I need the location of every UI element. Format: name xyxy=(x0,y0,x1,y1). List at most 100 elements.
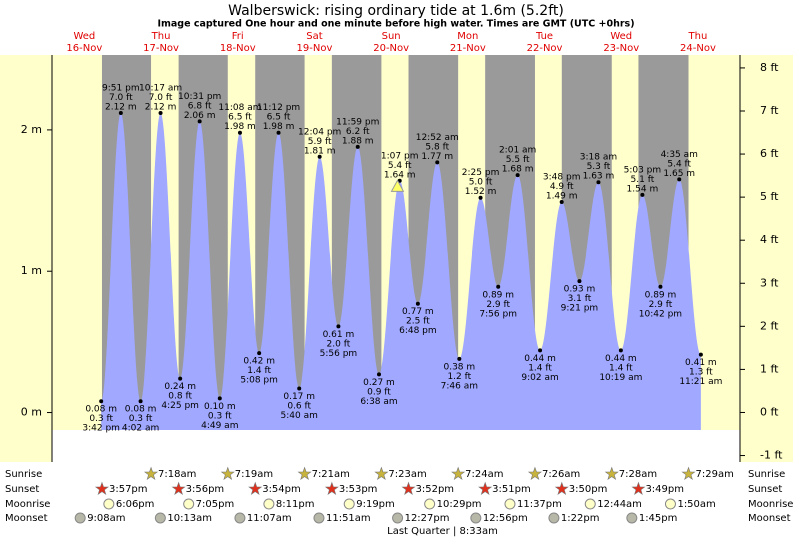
sun-icon xyxy=(478,481,493,495)
tide-point xyxy=(276,130,281,135)
y2-tick-label: 6 ft xyxy=(760,147,779,160)
tide-label: 0.08 m xyxy=(125,405,157,415)
tide-label: 4:02 am xyxy=(122,424,159,434)
tide-label: 5:03 pm xyxy=(624,165,662,175)
moon-icon xyxy=(74,512,86,524)
moonrise-time: 11:37pm xyxy=(517,499,562,510)
tide-label: 5.3 ft xyxy=(587,162,611,172)
day-name: Fri xyxy=(232,31,244,42)
day-name: Mon xyxy=(457,31,478,42)
tide-label: 5.5 ft xyxy=(506,155,530,165)
tide-point xyxy=(577,279,582,284)
y2-tick-label: 3 ft xyxy=(760,276,779,289)
tide-label: 6.8 ft xyxy=(188,101,212,111)
right-margin xyxy=(740,55,793,462)
tide-label: 7:46 am xyxy=(441,381,478,391)
day-date: 24-Nov xyxy=(680,43,716,54)
tide-label: 10:31 pm xyxy=(178,92,221,102)
tide-label: 1.49 m xyxy=(546,191,578,201)
tide-label: 4.9 ft xyxy=(550,182,574,192)
tide-label: 5.4 ft xyxy=(388,161,412,171)
tide-label: 2.12 m xyxy=(145,102,177,112)
tide-point xyxy=(559,199,564,204)
sun-icon xyxy=(248,481,263,495)
sun-icon xyxy=(451,466,466,480)
day-date: 16-Nov xyxy=(66,43,102,54)
tide-label: 1.98 m xyxy=(263,122,295,132)
tide-label: 0.42 m xyxy=(243,357,275,367)
tide-point xyxy=(515,173,520,178)
tide-label: 0.08 m xyxy=(85,405,117,415)
moonset-time: 12:27pm xyxy=(405,513,450,524)
tide-point xyxy=(538,348,543,353)
sun-icon xyxy=(401,481,416,495)
moon-icon xyxy=(103,498,115,510)
tide-label: 12:04 pm xyxy=(298,127,341,137)
sunset-time: 3:49pm xyxy=(645,484,684,495)
sunrise-time: 7:21am xyxy=(312,469,350,480)
tide-label: 2.12 m xyxy=(105,102,137,112)
tide-label: 6.5 ft xyxy=(267,113,291,123)
moon-icon xyxy=(154,512,166,524)
tide-label: 0.3 ft xyxy=(208,411,232,421)
sun-icon xyxy=(374,466,389,480)
tide-point xyxy=(336,324,341,329)
sun-icon xyxy=(527,466,543,480)
tide-label: 12:52 am xyxy=(416,133,459,143)
tide-label: 9:21 pm xyxy=(561,304,599,314)
y2-tick-label: 2 ft xyxy=(760,319,779,332)
tide-point xyxy=(640,192,645,197)
tide-label: 0.38 m xyxy=(443,362,475,372)
moonrise-time: 9:19pm xyxy=(356,499,395,510)
y-tick-label: 2 m xyxy=(21,123,42,136)
tide-label: 4:25 pm xyxy=(161,401,199,411)
tide-label: 10:17 am xyxy=(139,83,182,93)
tide-label: 0.24 m xyxy=(164,382,196,392)
moonset-time: 11:51am xyxy=(326,513,371,524)
tide-point xyxy=(99,399,104,404)
sunrise-time: 7:23am xyxy=(388,469,426,480)
sunset-time: 3:50pm xyxy=(569,484,608,495)
moon-icon xyxy=(313,512,325,524)
tide-label: 0.8 ft xyxy=(168,392,192,402)
tide-label: 0.10 m xyxy=(204,402,236,412)
sun-icon xyxy=(324,481,339,495)
tide-label: 1.54 m xyxy=(627,184,659,194)
sun-icon xyxy=(681,466,696,480)
moon-icon xyxy=(263,498,275,510)
row-label: Moonrise xyxy=(748,499,793,510)
day-name: Wed xyxy=(73,31,95,42)
tide-label: 1.88 m xyxy=(342,136,374,146)
tide-label: 1.81 m xyxy=(304,146,336,156)
moon-icon xyxy=(234,512,246,524)
sun-icon xyxy=(297,466,312,480)
sunrise-time: 7:29am xyxy=(696,469,734,480)
sunrise-time: 7:26am xyxy=(542,469,580,480)
moonset-time: 1:22pm xyxy=(561,513,600,524)
tide-label: 2.06 m xyxy=(184,111,216,121)
current-marker xyxy=(390,179,405,192)
tide-point xyxy=(457,356,462,361)
sunrise-time: 7:24am xyxy=(465,469,503,480)
moon-icon xyxy=(548,512,560,524)
row-label: Sunset xyxy=(5,484,39,495)
tide-label: 7.0 ft xyxy=(149,93,173,103)
tide-label: 1.65 m xyxy=(663,169,695,179)
moonset-time: 11:07am xyxy=(247,513,292,524)
tide-label: 1.4 ft xyxy=(609,363,633,373)
tide-label: 5.0 ft xyxy=(469,178,493,188)
tide-label: 1.2 ft xyxy=(447,372,471,382)
tide-label: 1:07 pm xyxy=(381,151,419,161)
tide-label: 1.63 m xyxy=(583,172,615,182)
moonrise-time: 7:05pm xyxy=(196,499,235,510)
y-tick-label: 0 m xyxy=(21,406,42,419)
day-date: 17-Nov xyxy=(143,43,179,54)
moonset-time: 12:56pm xyxy=(483,513,528,524)
tide-area xyxy=(101,112,701,430)
sunset-time: 3:51pm xyxy=(492,484,531,495)
tide-label: 0.77 m xyxy=(402,307,434,317)
tide-label: 5.8 ft xyxy=(425,142,449,152)
tide-label: 5:08 pm xyxy=(240,376,278,386)
sunset-time: 3:56pm xyxy=(186,484,225,495)
